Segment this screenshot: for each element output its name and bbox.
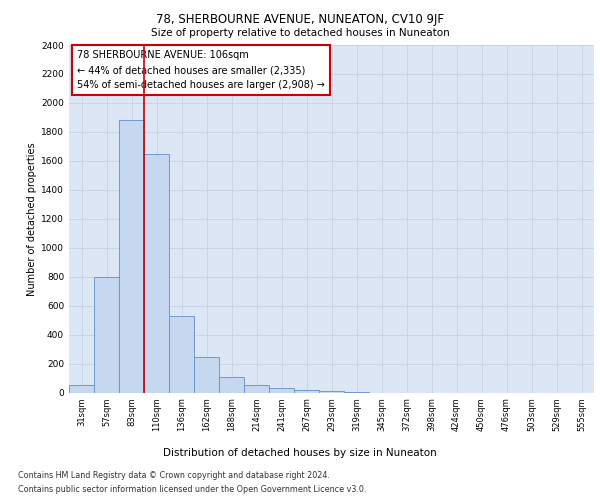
Bar: [219, 376, 244, 392]
Text: Size of property relative to detached houses in Nuneaton: Size of property relative to detached ho…: [151, 28, 449, 38]
Bar: [169, 316, 194, 392]
Text: Contains HM Land Registry data © Crown copyright and database right 2024.: Contains HM Land Registry data © Crown c…: [18, 471, 330, 480]
Text: Contains public sector information licensed under the Open Government Licence v3: Contains public sector information licen…: [18, 485, 367, 494]
Bar: [144, 154, 169, 392]
Bar: [69, 385, 94, 392]
Text: 78, SHERBOURNE AVENUE, NUNEATON, CV10 9JF: 78, SHERBOURNE AVENUE, NUNEATON, CV10 9J…: [156, 12, 444, 26]
Bar: [244, 385, 269, 392]
Y-axis label: Number of detached properties: Number of detached properties: [27, 142, 37, 296]
Bar: [94, 276, 119, 392]
Bar: [319, 391, 344, 392]
Bar: [119, 120, 144, 392]
Bar: [269, 388, 294, 392]
Text: 78 SHERBOURNE AVENUE: 106sqm
← 44% of detached houses are smaller (2,335)
54% of: 78 SHERBOURNE AVENUE: 106sqm ← 44% of de…: [77, 50, 325, 90]
Text: Distribution of detached houses by size in Nuneaton: Distribution of detached houses by size …: [163, 448, 437, 458]
Bar: [194, 357, 219, 392]
Bar: [294, 390, 319, 392]
